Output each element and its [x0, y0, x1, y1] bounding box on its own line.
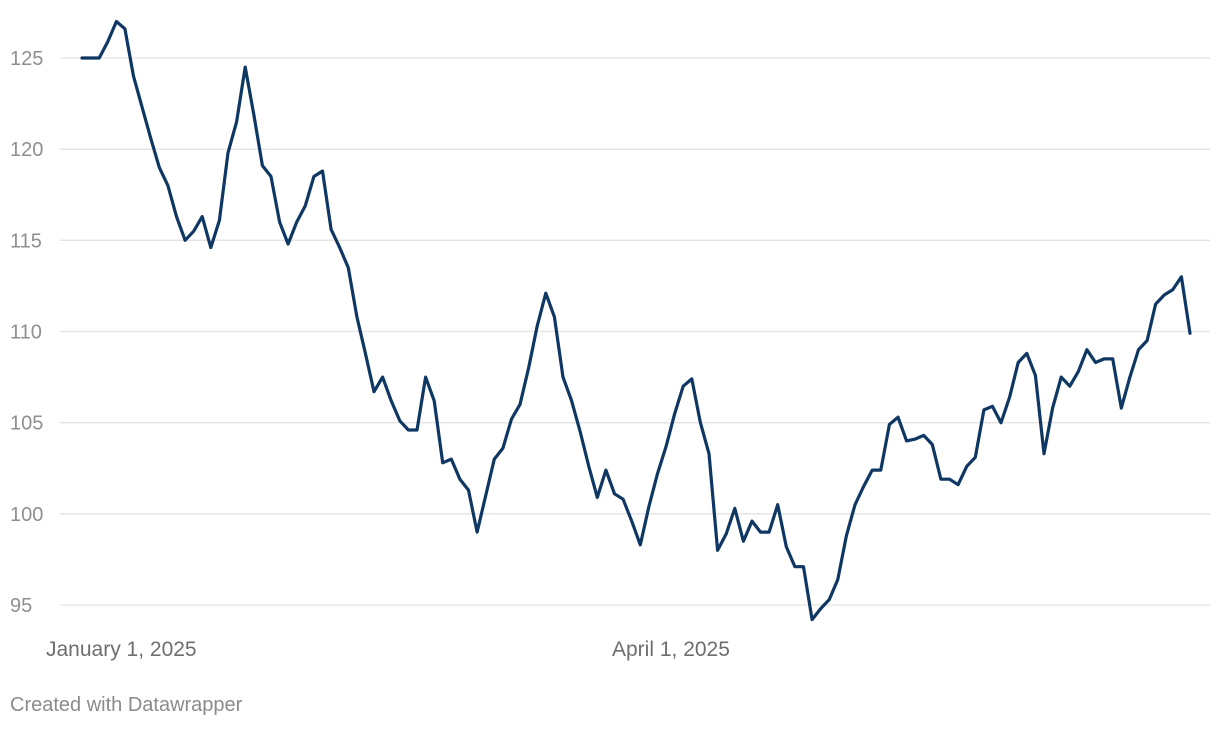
y-tick-label: 125 — [10, 48, 43, 70]
y-tick-label: 115 — [10, 230, 42, 252]
y-tick-label: 95 — [10, 595, 32, 617]
x-tick-label: January 1, 2025 — [46, 638, 197, 661]
y-tick-label: 100 — [10, 504, 43, 526]
x-tick-label: April 1, 2025 — [612, 638, 730, 661]
y-axis-ticks: 95 100 105 110 115 120 125 — [10, 48, 43, 617]
y-tick-label: 105 — [10, 413, 43, 435]
y-tick-label: 110 — [10, 322, 42, 344]
line-chart: 95 100 105 110 115 120 125 January 1, 2025 Apri… — [10, 19, 1210, 661]
y-tick-label: 120 — [10, 139, 43, 161]
x-axis-ticks: January 1, 2025 April 1, 2025 — [46, 638, 730, 661]
gridlines — [60, 57, 1210, 606]
credit-footer: Created with Datawrapper — [10, 694, 243, 716]
series — [80, 19, 1192, 622]
series-line-0 — [80, 19, 1192, 622]
